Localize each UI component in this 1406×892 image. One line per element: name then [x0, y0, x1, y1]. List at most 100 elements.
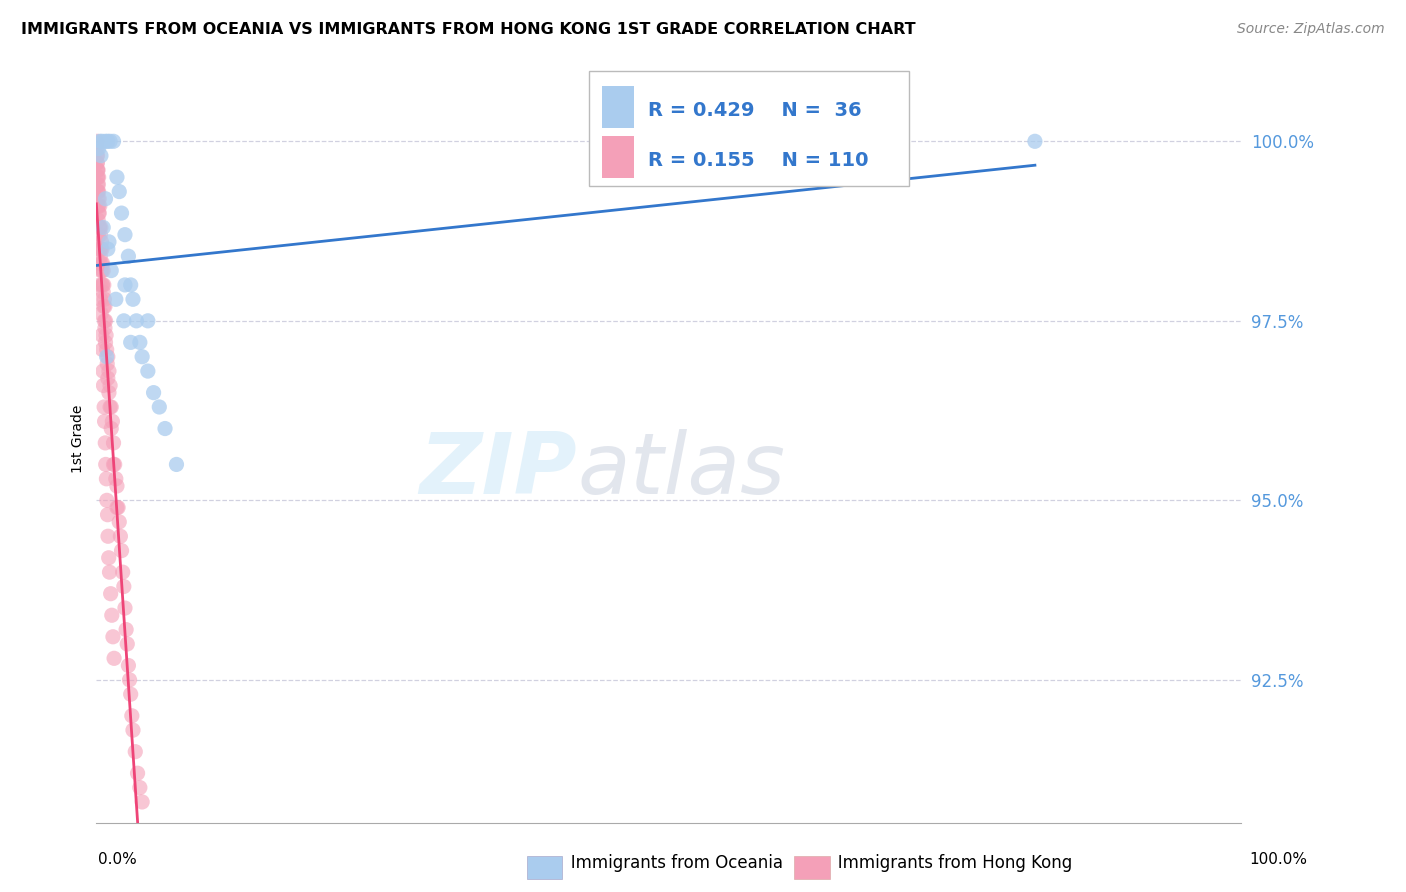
Point [101, 608, 124, 623]
Point [90, 220, 112, 235]
Point [98, 565, 121, 579]
Point [107, 500, 129, 515]
Text: R = 0.155    N = 110: R = 0.155 N = 110 [648, 151, 869, 169]
Point [91, 263, 114, 277]
Point [97, 371, 120, 385]
Point [131, 795, 153, 809]
Point [94, 436, 117, 450]
Point [94, 192, 117, 206]
Point [97, 350, 120, 364]
Point [136, 364, 159, 378]
Point [114, 601, 136, 615]
Text: R = 0.429    N =  36: R = 0.429 N = 36 [648, 101, 862, 120]
Point [91, 364, 114, 378]
Point [94, 458, 117, 472]
Point [108, 515, 131, 529]
Point [101, 630, 124, 644]
Point [90, 328, 112, 343]
Point [89, 249, 111, 263]
Point [87, 206, 110, 220]
FancyBboxPatch shape [602, 136, 634, 178]
Point [96, 357, 118, 371]
Point [87, 170, 110, 185]
Point [93, 378, 115, 392]
Point [131, 350, 153, 364]
Point [148, 400, 170, 414]
Text: 100.0%: 100.0% [1250, 852, 1308, 867]
Text: Source: ZipAtlas.com: Source: ZipAtlas.com [1237, 22, 1385, 37]
Point [98, 134, 121, 148]
Point [90, 293, 112, 307]
Point [93, 400, 115, 414]
Point [91, 343, 114, 357]
Point [97, 364, 120, 378]
Point [114, 227, 136, 242]
Point [122, 293, 145, 307]
Point [94, 134, 117, 148]
Point [103, 458, 125, 472]
Point [100, 400, 122, 414]
Point [86, 170, 108, 185]
Text: atlas: atlas [576, 428, 785, 511]
Point [86, 156, 108, 170]
Point [101, 414, 124, 428]
Point [86, 149, 108, 163]
Point [86, 185, 108, 199]
Point [115, 623, 138, 637]
Point [97, 242, 120, 256]
Point [91, 263, 114, 277]
Point [103, 134, 125, 148]
Point [86, 134, 108, 148]
Point [87, 199, 110, 213]
Point [125, 314, 148, 328]
Point [91, 220, 114, 235]
Point [86, 163, 108, 178]
Point [714, 134, 737, 148]
Point [120, 277, 142, 292]
Point [87, 170, 110, 185]
Point [111, 565, 134, 579]
Point [89, 192, 111, 206]
Point [91, 285, 114, 299]
Point [87, 192, 110, 206]
Point [90, 256, 112, 270]
Point [128, 780, 150, 795]
Point [117, 637, 139, 651]
Point [89, 220, 111, 235]
Point [105, 170, 128, 185]
Point [100, 263, 122, 277]
Point [98, 378, 121, 392]
Point [89, 227, 111, 242]
Point [91, 242, 114, 256]
Point [97, 134, 120, 148]
Point [112, 314, 135, 328]
Point [90, 235, 112, 249]
Point [89, 277, 111, 292]
Point [1024, 134, 1046, 148]
Point [87, 227, 110, 242]
Point [100, 421, 122, 435]
Point [112, 580, 135, 594]
Point [110, 529, 132, 543]
Point [104, 458, 127, 472]
Point [94, 314, 117, 328]
Point [97, 529, 120, 543]
Point [117, 249, 139, 263]
Text: ZIP: ZIP [419, 428, 576, 511]
Point [120, 335, 142, 350]
Point [93, 314, 115, 328]
Point [153, 421, 176, 435]
Point [91, 277, 114, 292]
Point [96, 350, 118, 364]
Point [103, 651, 125, 665]
Point [127, 766, 149, 780]
Point [87, 185, 110, 199]
Point [96, 343, 118, 357]
Point [105, 479, 128, 493]
Point [110, 543, 132, 558]
Point [96, 493, 118, 508]
Text: 0.0%: 0.0% [98, 852, 138, 867]
Point [104, 293, 127, 307]
Point [86, 178, 108, 192]
Point [90, 263, 112, 277]
